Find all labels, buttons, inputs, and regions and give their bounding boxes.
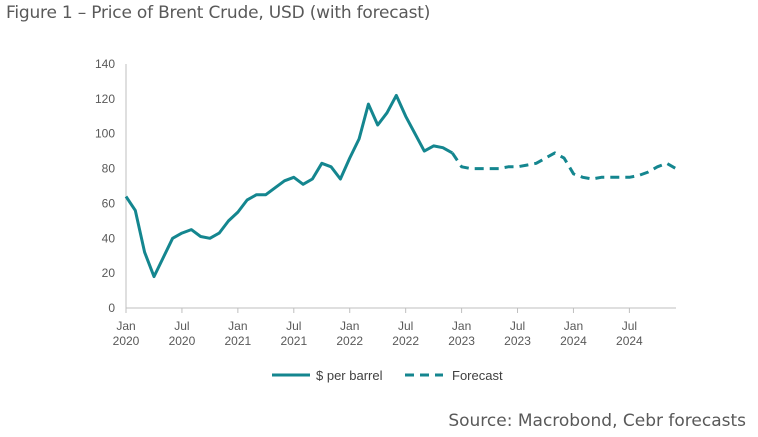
y-tick-label: 100 [95,127,115,141]
x-tick-label-year: 2022 [392,334,419,348]
x-tick-label-year: 2021 [280,334,307,348]
x-tick-label-month: Jan [228,319,247,333]
x-tick-label-year: 2021 [225,334,252,348]
x-tick-label-year: 2023 [504,334,531,348]
x-tick-label-month: Jan [340,319,359,333]
y-tick-label: 0 [108,301,115,315]
figure-title: Figure 1 – Price of Brent Crude, USD (wi… [6,3,431,23]
y-tick-label: 60 [102,196,116,210]
y-tick-label: 40 [102,231,116,245]
x-tick-label-year: 2020 [169,334,196,348]
x-tick-label-year: 2024 [560,334,587,348]
x-tick-label-month: Jul [174,319,189,333]
x-tick-label-month: Jan [452,319,471,333]
y-tick-label: 20 [102,266,116,280]
x-tick-label-year: 2022 [336,334,363,348]
price-series-line [124,93,454,279]
y-tick-label: 120 [95,92,115,106]
source-note: Source: Macrobond, Cebr forecasts [448,411,746,431]
x-tick-label-month: Jan [564,319,583,333]
y-tick-label: 140 [95,57,115,71]
legend-forecast-label: Forecast [452,368,503,383]
x-tick-label-month: Jul [398,319,413,333]
x-tick-label-year: 2023 [448,334,475,348]
x-tick-label-month: Jul [510,319,525,333]
legend-price-label: $ per barrel [316,368,383,383]
x-tick-label-month: Jan [116,319,135,333]
x-tick-label-year: 2024 [616,334,643,348]
y-tick-label: 80 [102,162,116,176]
x-tick-label-month: Jul [286,319,301,333]
forecast-series-line [451,151,677,181]
x-tick-label-year: 2020 [113,334,140,348]
x-tick-label-month: Jul [622,319,637,333]
